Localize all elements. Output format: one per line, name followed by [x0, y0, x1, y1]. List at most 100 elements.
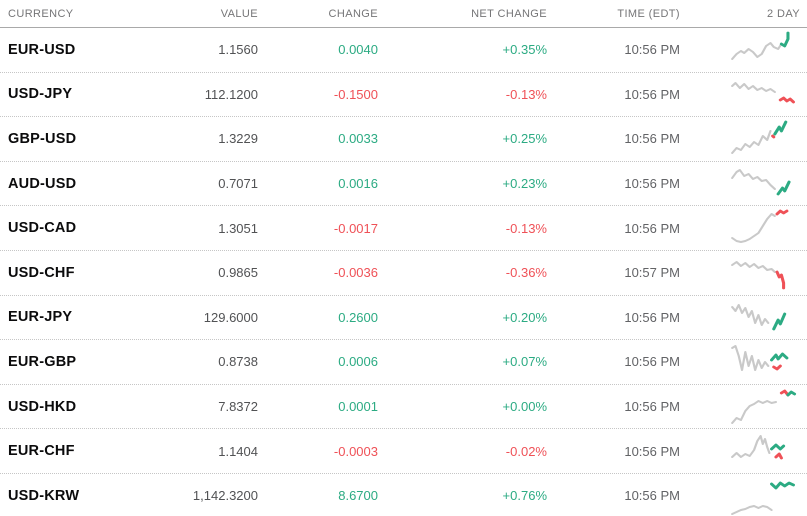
spark-segment-pos [772, 312, 787, 331]
spark-segment-neg [775, 209, 789, 216]
sparkline-cell [680, 251, 800, 295]
table-row[interactable]: USD-CHF 0.9865 -0.0036 -0.36% 10:57 PM [0, 251, 807, 296]
table-row[interactable]: USD-CAD 1.3051 -0.0017 -0.13% 10:56 PM [0, 206, 807, 251]
sparkline-chart [731, 344, 789, 371]
table-row[interactable]: USD-KRW 1,142.3200 8.6700 +0.76% 10:56 PM [0, 474, 807, 516]
column-header-2-day: 2 DAY [767, 7, 800, 20]
sparkline-cell [680, 296, 800, 340]
time-cell: 10:56 PM [624, 354, 680, 370]
time-cell: 10:57 PM [624, 265, 680, 281]
spark-segment-pos [770, 481, 795, 490]
time-cell: 10:56 PM [624, 86, 680, 102]
value-cell: 1.1560 [218, 42, 258, 58]
spark-segment-pos [773, 120, 788, 136]
value-cell: 1.1404 [218, 443, 258, 459]
spark-segment-neg [771, 134, 776, 139]
value-cell: 0.9865 [218, 265, 258, 281]
net-change-cell: +0.25% [502, 131, 547, 147]
table-row[interactable]: EUR-CHF 1.1404 -0.0003 -0.02% 10:56 PM [0, 429, 807, 474]
net-change-cell: +0.23% [502, 176, 547, 192]
spark-segment-gray [731, 41, 783, 60]
sparkline-chart [731, 120, 788, 154]
currency-pair-link[interactable]: USD-KRW [8, 487, 80, 504]
sparkline-cell [680, 206, 800, 250]
table-body: EUR-USD 1.1560 0.0040 +0.35% 10:56 PM USD-JPY… [0, 28, 807, 516]
net-change-cell: +0.07% [502, 354, 547, 370]
spark-segment-neg [772, 364, 782, 371]
time-cell: 10:56 PM [624, 443, 680, 459]
value-cell: 129.6000 [203, 309, 258, 325]
column-header-currency: CURRENCY [8, 7, 74, 20]
net-change-cell: -0.13% [505, 220, 547, 236]
spark-segment-pos [770, 352, 789, 362]
spark-segment-neg [774, 452, 783, 460]
value-cell: 1.3051 [218, 220, 258, 236]
change-cell: 0.2600 [338, 309, 378, 325]
table-row[interactable]: USD-HKD 7.8372 0.0001 +0.00% 10:56 PM [0, 385, 807, 430]
sparkline-chart [731, 31, 790, 60]
table-row[interactable]: GBP-USD 1.3229 0.0033 +0.25% 10:56 PM [0, 117, 807, 162]
spark-segment-gray [731, 344, 770, 371]
currency-pair-link[interactable]: USD-CHF [8, 264, 75, 281]
sparkline-cell [680, 73, 800, 117]
currency-pair-link[interactable]: EUR-CHF [8, 443, 75, 460]
spark-segment-pos [779, 31, 790, 48]
net-change-cell: -0.36% [505, 265, 547, 281]
time-cell: 10:56 PM [624, 131, 680, 147]
table-row[interactable]: EUR-JPY 129.6000 0.2600 +0.20% 10:56 PM [0, 296, 807, 341]
column-header-time-edt: TIME (EDT) [617, 7, 680, 20]
table-row[interactable]: AUD-USD 0.7071 0.0016 +0.23% 10:56 PM [0, 162, 807, 207]
time-cell: 10:56 PM [624, 399, 680, 415]
sparkline-chart [731, 168, 791, 195]
value-cell: 0.8738 [218, 354, 258, 370]
currency-pair-link[interactable]: GBP-USD [8, 130, 77, 147]
currency-pair-link[interactable]: USD-JPY [8, 86, 73, 103]
net-change-cell: -0.02% [505, 443, 547, 459]
currency-pair-link[interactable]: EUR-USD [8, 41, 76, 58]
value-cell: 1,142.3200 [192, 488, 258, 504]
currency-pair-link[interactable]: USD-HKD [8, 398, 77, 415]
change-cell: 0.0040 [338, 42, 378, 58]
spark-segment-gray [731, 129, 772, 154]
net-change-cell: +0.00% [502, 399, 547, 415]
currency-pair-link[interactable]: EUR-GBP [8, 353, 77, 370]
spark-segment-gray [731, 399, 778, 424]
sparkline-chart [731, 389, 797, 424]
spark-segment-gray [731, 213, 776, 244]
net-change-cell: +0.76% [502, 488, 547, 504]
change-cell: -0.0017 [333, 220, 378, 236]
table-row[interactable]: USD-JPY 112.1200 -0.1500 -0.13% 10:56 PM [0, 73, 807, 118]
table-row[interactable]: EUR-GBP 0.8738 0.0006 +0.07% 10:56 PM [0, 340, 807, 385]
value-cell: 0.7071 [218, 176, 258, 192]
sparkline-chart [731, 209, 789, 244]
sparkline-chart [731, 304, 787, 331]
value-cell: 1.3229 [218, 131, 258, 147]
sparkline-cell [680, 474, 800, 516]
time-cell: 10:56 PM [624, 220, 680, 236]
table-row[interactable]: EUR-USD 1.1560 0.0040 +0.35% 10:56 PM [0, 28, 807, 73]
sparkline-cell [680, 28, 800, 72]
change-cell: -0.1500 [333, 86, 378, 102]
currency-pair-link[interactable]: USD-CAD [8, 220, 77, 237]
net-change-cell: +0.20% [502, 309, 547, 325]
spark-segment-gray [731, 260, 776, 273]
spark-segment-pos [776, 180, 791, 195]
sparkline-chart [731, 260, 786, 290]
spark-segment-neg [779, 389, 790, 396]
change-cell: 0.0033 [338, 131, 378, 147]
currency-pair-link[interactable]: AUD-USD [8, 175, 77, 192]
sparkline-cell [680, 117, 800, 161]
change-cell: -0.0036 [333, 265, 378, 281]
column-header-net-change: NET CHANGE [471, 7, 547, 20]
spark-segment-gray [731, 168, 776, 190]
sparkline-chart [731, 82, 795, 104]
time-cell: 10:56 PM [624, 176, 680, 192]
time-cell: 10:56 PM [624, 488, 680, 504]
time-cell: 10:56 PM [624, 42, 680, 58]
currency-pair-link[interactable]: EUR-JPY [8, 309, 73, 326]
sparkline-chart [731, 481, 795, 515]
column-header-value: VALUE [220, 7, 258, 20]
sparkline-cell [680, 429, 800, 473]
sparkline-cell [680, 385, 800, 429]
